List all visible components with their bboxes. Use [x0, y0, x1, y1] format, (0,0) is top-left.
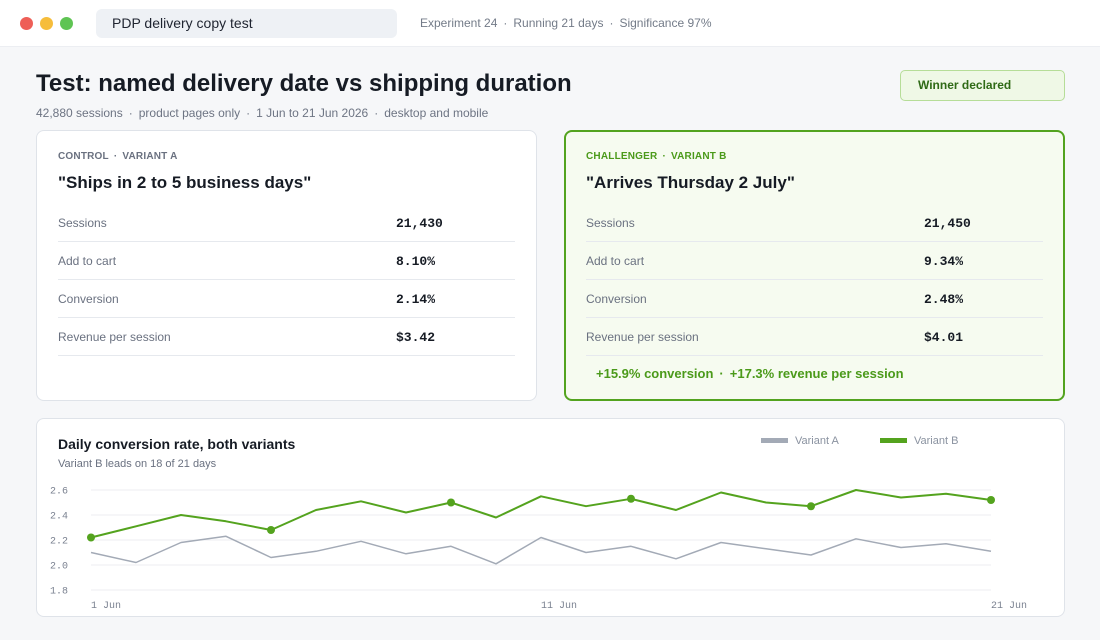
metric-value: 21,450	[924, 216, 971, 231]
legend-item-variant-b: Variant B	[880, 435, 958, 447]
significance: Significance 97%	[619, 16, 712, 30]
metric-label: Add to cart	[58, 254, 117, 268]
variant-a-card: CONTROL · VARIANT A "Ships in 2 to 5 busin…	[36, 130, 537, 401]
y-tick-label: 1.8	[50, 587, 68, 598]
variant-name: VARIANT B	[670, 151, 727, 162]
metric-row-add-to-cart: Add to cart 8.10%	[58, 242, 515, 280]
session-count: 42,880 sessions	[36, 106, 123, 120]
variant-name: VARIANT A	[122, 151, 178, 162]
close-window-button[interactable]	[20, 17, 33, 30]
separator: ·	[113, 151, 118, 162]
variant-b-eyebrow: CHALLENGER · VARIANT B	[586, 151, 727, 162]
data-point-marker	[447, 498, 455, 507]
revenue-uplift: +17.3% revenue per session	[729, 366, 904, 381]
metric-row-revenue: Revenue per session $4.01	[586, 318, 1043, 356]
scope: product pages only	[138, 106, 241, 120]
metric-row-conversion: Conversion 2.14%	[58, 280, 515, 318]
metric-row-conversion: Conversion 2.48%	[586, 280, 1043, 318]
metric-row-sessions: Sessions 21,430	[58, 204, 515, 242]
data-point-marker	[267, 526, 275, 534]
metric-value: 2.48%	[924, 292, 964, 307]
x-tick-label: 11 Jun	[541, 601, 577, 612]
separator: ·	[609, 16, 614, 30]
separator: ·	[662, 151, 666, 162]
window-titlebar: PDP delivery copy test Experiment 24 · Run…	[0, 0, 1100, 47]
metric-label: Conversion	[586, 292, 647, 306]
line-chart: 1.8 2.0 2.2 2.4 2.6 1 Jun 11 Jun 21 Jun	[50, 487, 1027, 613]
metric-label: Revenue per session	[586, 330, 699, 344]
devices: desktop and mobile	[384, 106, 489, 120]
variant-b-metrics: Sessions 21,450 Add to cart 9.34% Conversi…	[586, 204, 1043, 356]
daily-conversion-chart-card: Daily conversion rate, both variants Var…	[36, 418, 1065, 617]
metric-value: $3.42	[396, 330, 436, 345]
legend-label: Variant A	[795, 435, 839, 447]
legend-item-variant-a: Variant A	[761, 435, 839, 447]
x-tick-label: 1 Jun	[91, 601, 121, 612]
variant-role: CHALLENGER	[586, 151, 658, 162]
metric-value: 9.34%	[924, 254, 964, 269]
metric-label: Conversion	[58, 292, 119, 306]
metric-row-revenue: Revenue per session $3.42	[58, 318, 515, 356]
experiment-id: Experiment 24	[420, 16, 498, 30]
series-line-variant-a	[90, 535, 992, 565]
minimize-window-button[interactable]	[40, 17, 53, 30]
data-point-marker	[627, 494, 635, 503]
maximize-window-button[interactable]	[60, 17, 73, 30]
y-tick-label: 2.6	[50, 487, 68, 498]
metric-value: 21,430	[396, 216, 443, 231]
conversion-uplift: +15.9% conversion	[596, 366, 714, 381]
variant-a-eyebrow: CONTROL · VARIANT A	[58, 151, 178, 162]
address-bar[interactable]: PDP delivery copy test	[96, 9, 397, 38]
y-tick-label: 2.2	[50, 537, 68, 548]
variant-a-headline: "Ships in 2 to 5 business days"	[58, 173, 312, 192]
data-point-marker	[807, 502, 815, 511]
metric-label: Add to cart	[586, 254, 645, 268]
metric-row-add-to-cart: Add to cart 9.34%	[586, 242, 1043, 280]
variant-role: CONTROL	[58, 151, 109, 162]
y-tick-label: 2.0	[50, 562, 68, 573]
data-point-marker	[87, 533, 95, 542]
variant-b-headline: "Arrives Thursday 2 July"	[586, 173, 795, 192]
legend-swatch-variant-b	[880, 437, 907, 443]
series-line-variant-b	[90, 489, 992, 539]
x-tick-label: 21 Jun	[991, 601, 1027, 612]
separator: ·	[503, 16, 508, 30]
y-tick-label: 2.4	[50, 512, 68, 523]
data-point-marker	[987, 496, 995, 504]
running-duration: Running 21 days	[513, 16, 604, 30]
chart-subtitle: Variant B leads on 18 of 21 days	[58, 458, 217, 470]
page-title: Test: named delivery date vs shipping du…	[36, 70, 572, 97]
metric-value: 2.14%	[396, 292, 436, 307]
legend-swatch-variant-a	[761, 437, 788, 443]
separator: ·	[246, 106, 251, 120]
test-summary: 42,880 sessions · product pages only · 1 Jun…	[36, 106, 488, 120]
variant-b-card: CHALLENGER · VARIANT B "Arrives Thursday 2…	[564, 130, 1065, 401]
metric-label: Sessions	[586, 216, 635, 230]
winner-badge: Winner declared	[900, 70, 1065, 101]
uplift-summary: +15.9% conversion · +17.3% revenue per ses…	[596, 366, 904, 381]
separator: ·	[128, 106, 133, 120]
metric-label: Sessions	[58, 216, 107, 230]
chart-title: Daily conversion rate, both variants	[58, 436, 296, 452]
date-range: 1 Jun to 21 Jun 2026	[256, 106, 369, 120]
separator: ·	[719, 366, 724, 381]
separator: ·	[374, 106, 379, 120]
legend-label: Variant B	[914, 435, 959, 447]
metric-label: Revenue per session	[58, 330, 171, 344]
variant-a-metrics: Sessions 21,430 Add to cart 8.10% Conversi…	[58, 204, 515, 356]
metric-value: 8.10%	[396, 254, 436, 269]
metric-row-sessions: Sessions 21,450	[586, 204, 1043, 242]
experiment-meta: Experiment 24 · Running 21 days · Significan…	[420, 16, 712, 30]
metric-value: $4.01	[924, 330, 964, 345]
